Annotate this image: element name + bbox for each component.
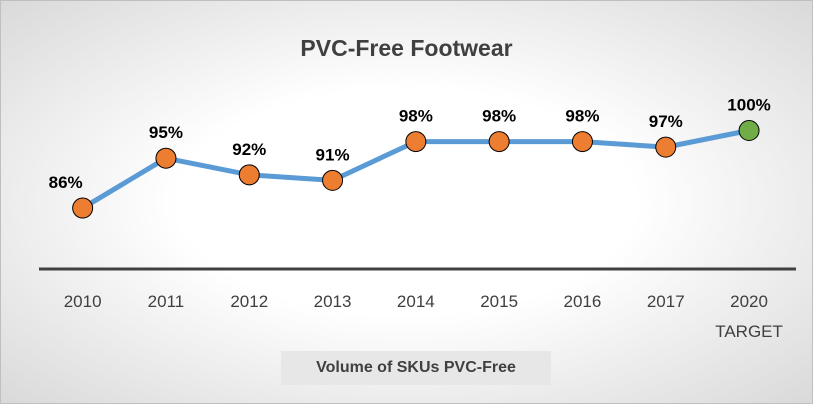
x-tick-label: 2014 <box>396 292 435 311</box>
x-tick-label: 2011 <box>147 292 185 311</box>
x-tick-label: 2013 <box>313 292 352 311</box>
marker <box>655 136 677 158</box>
marker <box>571 131 593 153</box>
marker <box>738 120 760 141</box>
x-tick-label: 2016 <box>563 292 602 311</box>
chart-title: PVC-Free Footwear <box>300 35 513 61</box>
data-label: 98% <box>482 107 516 126</box>
x-tick-label: 2012 <box>230 292 269 311</box>
x-tick-label: 2010 <box>63 292 102 311</box>
marker <box>488 131 510 153</box>
x-tick-label: 2015 <box>480 292 519 311</box>
data-label: 97% <box>649 112 683 131</box>
x-axis-label: Volume of SKUs PVC-Free <box>281 351 551 385</box>
data-label: 98% <box>399 107 433 126</box>
data-label: 91% <box>316 145 350 164</box>
data-label: 92% <box>232 140 266 159</box>
data-label: 86% <box>49 173 83 192</box>
x-tick-label: 2020 TARGET <box>715 292 783 341</box>
marker <box>155 147 177 169</box>
x-tick-label: 2017 <box>646 292 685 311</box>
marker <box>322 169 344 191</box>
marker <box>405 131 427 153</box>
data-label: 100% <box>727 96 770 115</box>
data-label: 95% <box>149 123 183 142</box>
data-label: 98% <box>565 107 599 126</box>
marker <box>238 164 260 186</box>
marker <box>72 197 94 219</box>
